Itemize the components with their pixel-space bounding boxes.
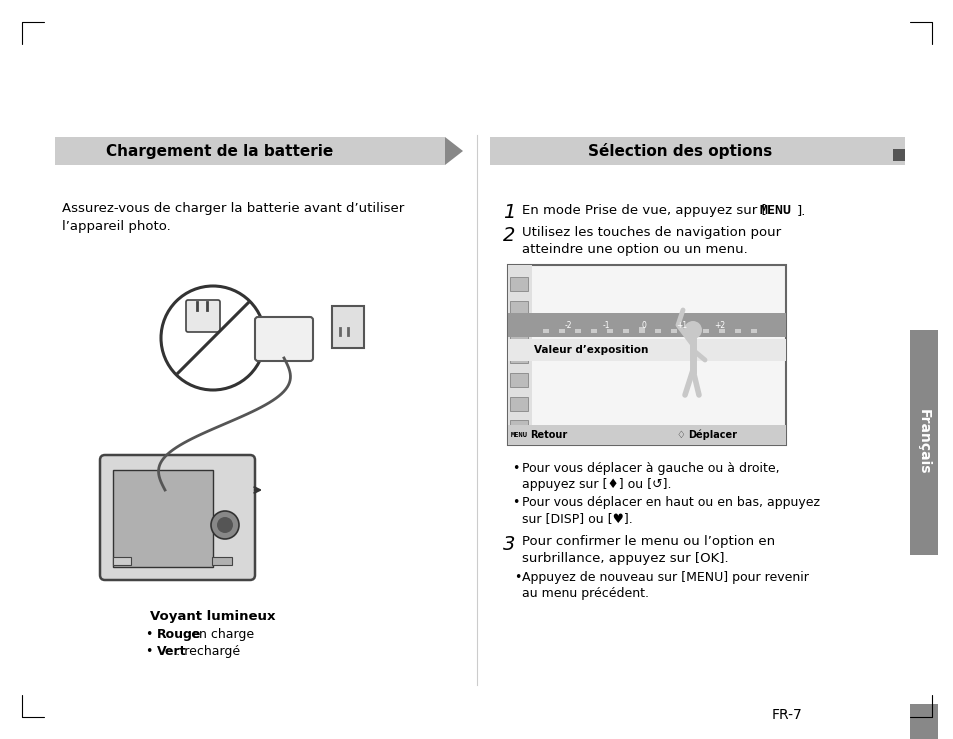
Text: Pour vous déplacer en haut ou en bas, appuyez: Pour vous déplacer en haut ou en bas, ap… <box>521 496 820 509</box>
Text: -2: -2 <box>563 321 571 330</box>
Text: Pour vous déplacer à gauche ou à droite,: Pour vous déplacer à gauche ou à droite, <box>521 462 779 475</box>
Text: +2: +2 <box>714 321 725 330</box>
Bar <box>909 704 937 739</box>
Text: ♢: ♢ <box>676 430 684 440</box>
Text: l’appareil photo.: l’appareil photo. <box>62 220 171 233</box>
Circle shape <box>216 517 233 533</box>
Circle shape <box>211 511 239 539</box>
Bar <box>507 265 532 445</box>
Bar <box>510 301 527 315</box>
Bar <box>510 325 527 339</box>
Text: +1: +1 <box>676 321 687 330</box>
Bar <box>702 329 708 333</box>
Bar <box>212 557 232 565</box>
Bar <box>639 327 644 333</box>
Circle shape <box>683 321 701 339</box>
Bar <box>670 329 677 333</box>
Bar <box>750 329 757 333</box>
Text: Déplacer: Déplacer <box>687 430 737 440</box>
Text: FR-7: FR-7 <box>771 708 801 722</box>
Bar <box>490 137 904 165</box>
Polygon shape <box>444 137 462 165</box>
Text: : rechargé: : rechargé <box>175 645 240 658</box>
Bar <box>719 329 724 333</box>
Text: •: • <box>512 496 518 509</box>
Text: 1: 1 <box>502 203 515 222</box>
Text: •: • <box>145 645 152 658</box>
Bar <box>510 277 527 291</box>
Text: 0: 0 <box>640 321 646 330</box>
Text: Chargement de la batterie: Chargement de la batterie <box>107 143 334 158</box>
Bar <box>734 329 740 333</box>
Bar <box>332 306 364 348</box>
Text: Français: Français <box>916 409 930 474</box>
Text: Valeur d’exposition: Valeur d’exposition <box>534 345 648 355</box>
Text: : en charge: : en charge <box>183 628 253 641</box>
Bar <box>55 137 444 165</box>
FancyBboxPatch shape <box>254 317 313 361</box>
Text: Appuyez de nouveau sur [MENU] pour revenir: Appuyez de nouveau sur [MENU] pour reven… <box>521 571 808 584</box>
Text: 3: 3 <box>502 535 515 554</box>
Text: Rouge: Rouge <box>157 628 201 641</box>
Text: •: • <box>512 462 518 475</box>
Bar <box>112 470 213 567</box>
Text: ].: ]. <box>796 204 805 217</box>
Text: 2: 2 <box>502 226 515 245</box>
Text: au menu précédent.: au menu précédent. <box>521 587 648 600</box>
Bar <box>606 329 613 333</box>
Bar <box>590 329 597 333</box>
Bar <box>112 557 131 565</box>
Text: •: • <box>514 571 521 584</box>
Bar <box>507 313 785 337</box>
Text: En mode Prise de vue, appuyez sur [: En mode Prise de vue, appuyez sur [ <box>521 204 766 217</box>
Bar <box>510 420 527 434</box>
Text: Vert: Vert <box>157 645 186 658</box>
Bar <box>655 329 660 333</box>
Bar <box>909 330 937 555</box>
Bar <box>507 265 785 445</box>
Text: MENU: MENU <box>760 204 791 217</box>
Text: appuyez sur [♦] ou [↺].: appuyez sur [♦] ou [↺]. <box>521 478 671 491</box>
Text: •: • <box>145 628 152 641</box>
Bar <box>510 373 527 387</box>
Text: sur [DISP] ou [♥].: sur [DISP] ou [♥]. <box>521 512 632 525</box>
Text: atteindre une option ou un menu.: atteindre une option ou un menu. <box>521 243 747 256</box>
Bar <box>575 329 580 333</box>
Bar <box>507 339 785 361</box>
Bar <box>892 149 904 161</box>
Text: Retour: Retour <box>530 430 567 440</box>
Bar <box>507 425 785 445</box>
Text: surbrillance, appuyez sur [OK].: surbrillance, appuyez sur [OK]. <box>521 552 728 565</box>
Bar <box>542 329 548 333</box>
Text: Voyant lumineux: Voyant lumineux <box>150 610 275 623</box>
Bar <box>686 329 692 333</box>
Circle shape <box>161 286 265 390</box>
Text: Pour confirmer le menu ou l’option en: Pour confirmer le menu ou l’option en <box>521 535 774 548</box>
Text: Sélection des options: Sélection des options <box>587 143 771 159</box>
Bar <box>510 349 527 363</box>
Text: Assurez-vous de charger la batterie avant d’utiliser: Assurez-vous de charger la batterie avan… <box>62 202 404 215</box>
Bar <box>510 397 527 411</box>
Bar <box>622 329 628 333</box>
FancyBboxPatch shape <box>100 455 254 580</box>
Text: MENU: MENU <box>511 432 527 438</box>
Text: Utilisez les touches de navigation pour: Utilisez les touches de navigation pour <box>521 226 781 239</box>
Bar <box>558 329 564 333</box>
FancyBboxPatch shape <box>186 300 220 332</box>
Text: -1: -1 <box>601 321 609 330</box>
